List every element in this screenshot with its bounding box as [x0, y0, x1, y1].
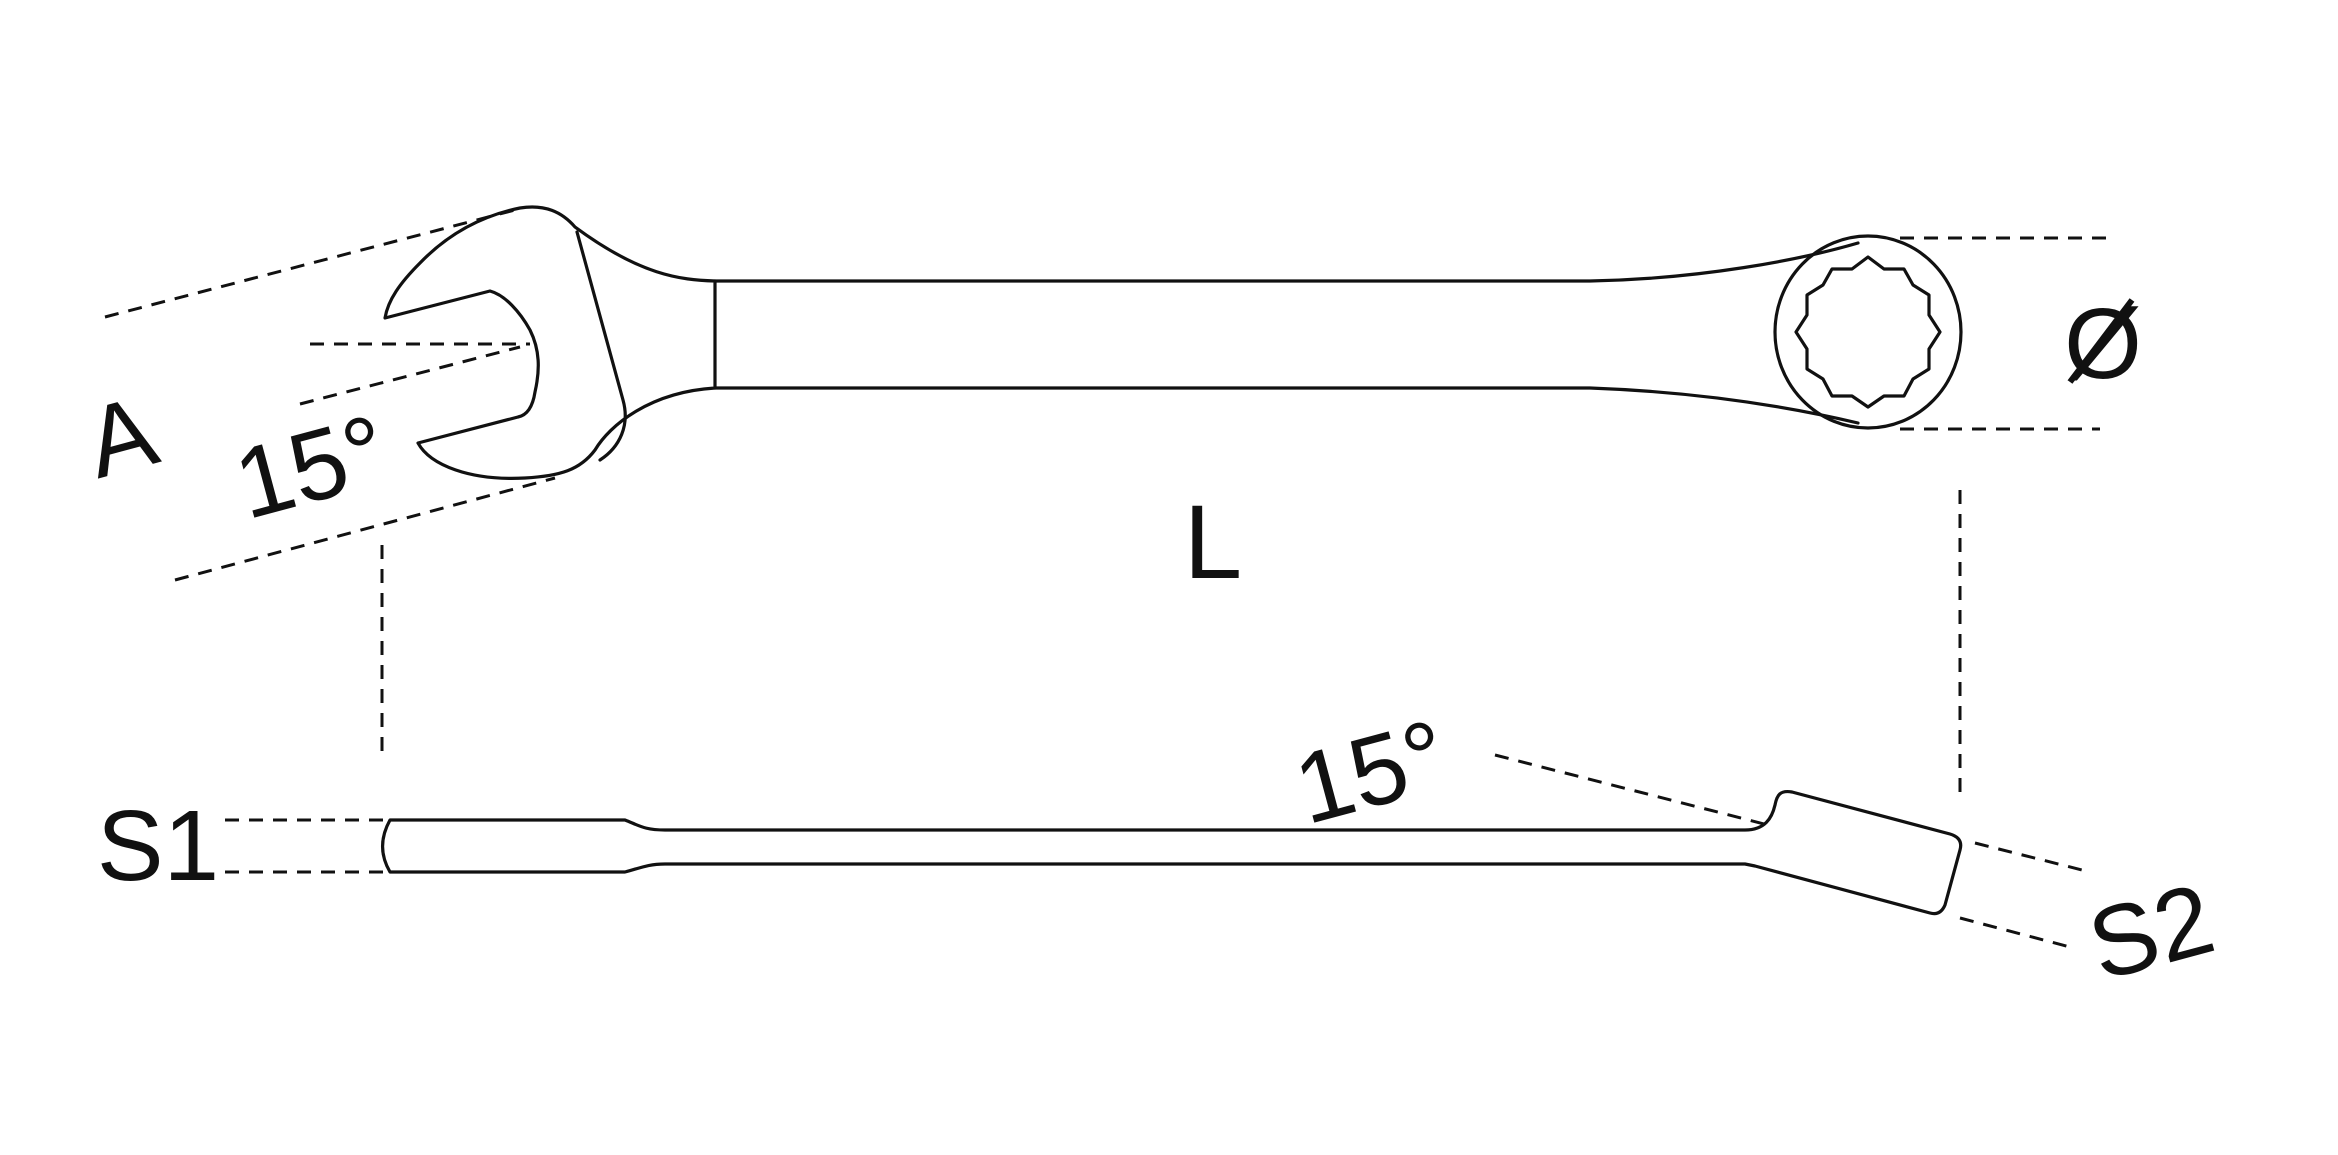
- shank-top-edge: [713, 241, 1860, 283]
- side-profile-outline: [380, 789, 1963, 916]
- label-l: L: [1184, 484, 1242, 601]
- label-a: A: [74, 374, 168, 500]
- diameter-slash: [2067, 298, 2135, 384]
- jaw-angle-line: [299, 345, 521, 406]
- shank-bottom-edge: [713, 386, 1860, 425]
- dim-s2-bottom-line: [1959, 916, 2071, 949]
- twelve-point-socket: [1794, 255, 1942, 409]
- open-end-head-outline: [383, 205, 717, 480]
- dim-a-lower-line: [174, 476, 556, 582]
- open-end-jaw-face: [575, 230, 627, 462]
- offset-angle-line: [1494, 753, 1773, 828]
- ring-head-outline: [1773, 234, 1963, 430]
- wrench-side-view: S1 15° S2: [97, 698, 2225, 1002]
- label-offset-angle: 15°: [1284, 698, 1459, 845]
- dim-s2-top-line: [1974, 841, 2091, 874]
- wrench-top-view: A 15° L Ø: [74, 205, 2142, 601]
- label-s2: S2: [2078, 862, 2225, 1002]
- label-open-end-angle: 15°: [224, 393, 399, 540]
- label-s1: S1: [97, 790, 219, 902]
